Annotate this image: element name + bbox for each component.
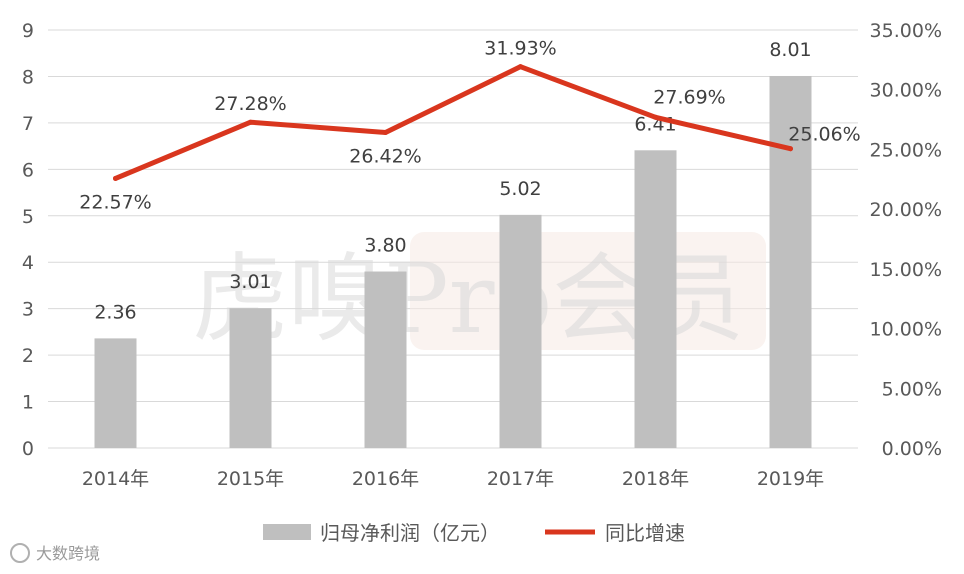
- right-tick-label: 25.00%: [870, 139, 942, 161]
- bar-data-label: 5.02: [499, 178, 541, 200]
- line-point: [653, 114, 658, 120]
- bar: [499, 214, 542, 448]
- legend-swatch-bar: [263, 524, 311, 540]
- right-tick-label: 5.00%: [882, 378, 942, 400]
- watermark-badge: [410, 232, 766, 350]
- right-tick-label: 20.00%: [870, 199, 942, 221]
- line-data-label: 27.69%: [653, 86, 725, 108]
- legend: 归母净利润（亿元） 同比增速: [263, 521, 685, 545]
- left-tick-label: 1: [22, 392, 34, 414]
- bar: [769, 75, 812, 448]
- right-tick-label: 35.00%: [870, 20, 942, 42]
- line-data-label: 31.93%: [484, 38, 556, 60]
- legend-label-line: 同比增速: [605, 521, 685, 545]
- bar-data-label: 3.80: [364, 235, 406, 257]
- right-axis: 0.00% 5.00% 10.00% 15.00% 20.00% 25.00% 30.00%…: [870, 20, 942, 460]
- line-data-label: 26.42%: [349, 145, 421, 167]
- left-tick-label: 2: [22, 345, 34, 367]
- bar-data-labels: 2.363.013.805.026.418.01: [94, 39, 811, 323]
- left-tick-label: 8: [22, 66, 34, 88]
- line-point: [518, 64, 523, 70]
- left-tick-label: 4: [22, 252, 34, 274]
- left-tick-label: 0: [22, 438, 34, 460]
- left-axis: 0 1 2 3 4 5 6 7 8 9: [22, 20, 34, 460]
- bar: [634, 150, 677, 448]
- line-data-label: 25.06%: [788, 124, 860, 146]
- line-point: [113, 175, 118, 181]
- left-tick-label: 9: [22, 20, 34, 42]
- bar: [229, 308, 272, 448]
- footer-watermark: 大数跨境: [10, 543, 100, 563]
- bar-data-label: 8.01: [769, 39, 811, 61]
- line-point: [788, 146, 793, 152]
- bar: [94, 338, 137, 448]
- x-tick-label: 2019年: [757, 468, 824, 490]
- legend-label-bar: 归母净利润（亿元）: [320, 521, 500, 545]
- left-tick-label: 7: [22, 113, 34, 135]
- right-tick-label: 10.00%: [870, 319, 942, 341]
- line-data-label: 27.28%: [214, 93, 286, 115]
- line-point: [248, 119, 253, 125]
- x-axis: 2014年 2015年 2016年 2017年 2018年 2019年: [82, 468, 824, 490]
- right-tick-label: 15.00%: [870, 259, 942, 281]
- x-tick-label: 2017年: [487, 468, 554, 490]
- left-tick-label: 6: [22, 159, 34, 181]
- left-tick-label: 3: [22, 299, 34, 321]
- x-tick-label: 2018年: [622, 468, 689, 490]
- x-tick-label: 2016年: [352, 468, 419, 490]
- x-tick-label: 2015年: [217, 468, 284, 490]
- line-series: [113, 64, 793, 181]
- line-point: [383, 129, 388, 135]
- bar-data-label: 2.36: [94, 301, 136, 323]
- right-tick-label: 0.00%: [882, 438, 942, 460]
- line-data-labels: 22.57% 27.28% 26.42% 31.93% 27.69% 25.06%: [79, 38, 860, 214]
- right-tick-label: 30.00%: [870, 80, 942, 102]
- bar: [364, 271, 407, 448]
- footer-watermark-text: 大数跨境: [36, 544, 100, 563]
- footer-logo-icon: [10, 543, 30, 563]
- line-data-label: 22.57%: [79, 191, 151, 213]
- line-path: [113, 64, 793, 181]
- watermark: 虎嗅Pro会员: [192, 232, 766, 355]
- bar-data-label: 3.01: [229, 271, 271, 293]
- bar-series: [94, 75, 812, 448]
- x-tick-label: 2014年: [82, 468, 149, 490]
- left-tick-label: 5: [22, 206, 34, 228]
